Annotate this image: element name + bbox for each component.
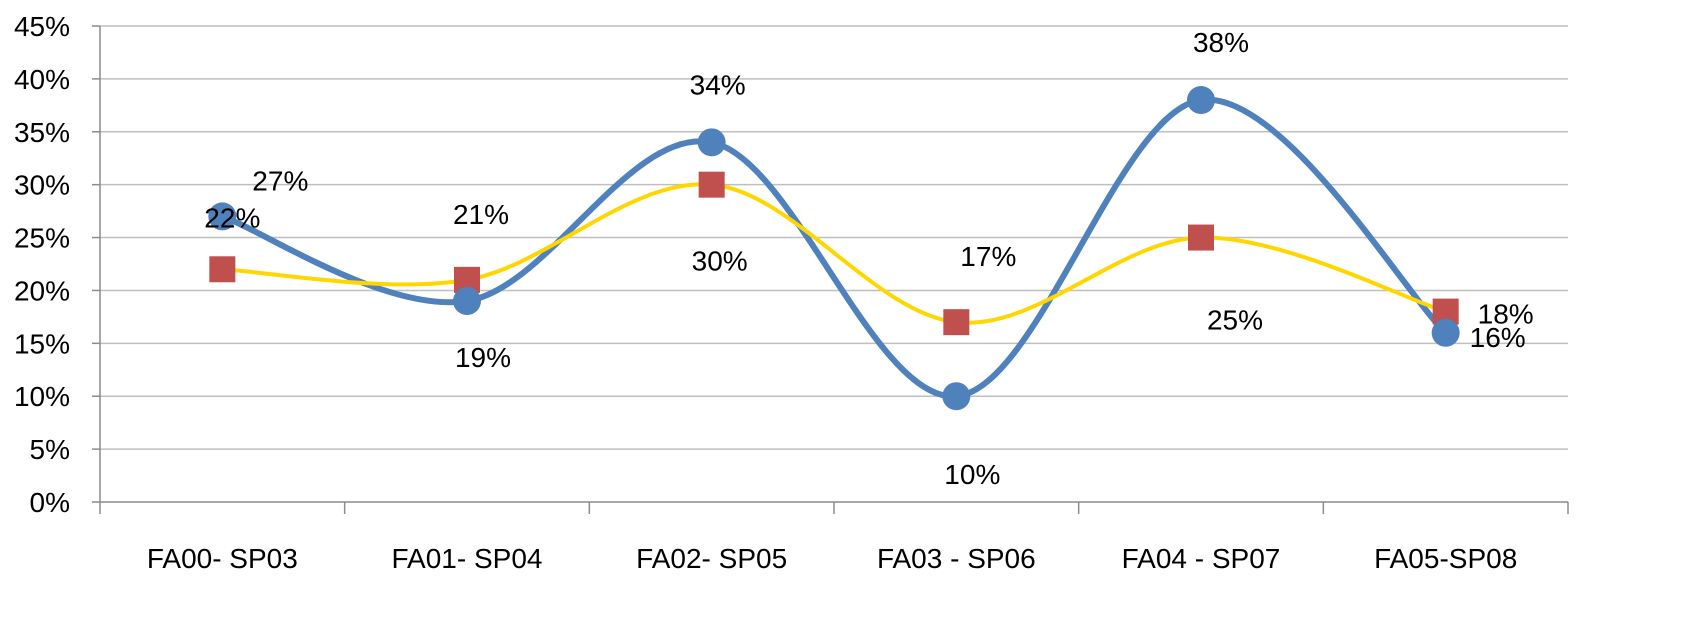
- y-tick-label: 20%: [14, 275, 70, 306]
- data-labels: 27% 19% 34% 10% 38% 16% 22% 21% 30% 17% 25% 18%: [204, 27, 1533, 490]
- series-2-data-label: 22%: [204, 202, 260, 233]
- axes: [92, 25, 1569, 514]
- series-2-point: [209, 256, 236, 283]
- series-2-data-label: 30%: [692, 246, 748, 277]
- x-tick-label: FA01- SP04: [392, 543, 543, 574]
- series-2-point: [1188, 224, 1214, 251]
- series-2-data-label: 25%: [1207, 305, 1263, 336]
- series-1-data-label: 27%: [252, 165, 308, 196]
- y-tick-label: 45%: [14, 11, 70, 42]
- y-tick-label: 10%: [14, 381, 70, 412]
- y-tick-label: 15%: [14, 328, 70, 359]
- y-tick-label: 0%: [30, 487, 70, 518]
- series-2-data-label: 17%: [960, 241, 1016, 272]
- y-tick-label: 5%: [30, 434, 70, 465]
- series-2-line: [220, 182, 1448, 325]
- series-1-data-label: 10%: [944, 459, 1000, 490]
- series-1-data-label: 38%: [1193, 27, 1249, 58]
- series-1-point: [942, 382, 971, 411]
- gridlines: [100, 25, 1568, 450]
- series-1-point: [1431, 318, 1460, 347]
- series-1-point: [453, 287, 481, 316]
- series-2-point: [943, 309, 970, 336]
- series-1-data-label: 16%: [1470, 322, 1526, 353]
- series-1-data-label: 34%: [690, 69, 746, 100]
- series-1-point: [697, 128, 726, 157]
- series-lines: [219, 97, 1449, 400]
- x-tick-labels: FA00- SP03 FA01- SP04 FA02- SP05 FA03 - SP0…: [147, 543, 1517, 574]
- series-1-point: [1187, 86, 1215, 115]
- series-1-point: [208, 202, 237, 231]
- y-tick-label: 25%: [14, 223, 70, 254]
- y-tick-label: 30%: [14, 170, 70, 201]
- series-1-line: [219, 97, 1449, 400]
- x-tick-label: FA04 - SP07: [1122, 543, 1281, 574]
- x-tick-label: FA00- SP03: [147, 543, 298, 574]
- x-tick-label: FA02- SP05: [636, 543, 787, 574]
- y-tick-labels: 0% 5% 10% 15% 20% 25% 30% 35% 40% 45%: [14, 11, 70, 518]
- series-markers: [208, 86, 1460, 411]
- y-tick-label: 40%: [14, 64, 70, 95]
- series-2-data-label: 21%: [453, 199, 509, 230]
- y-tick-label: 35%: [14, 117, 70, 148]
- series-2-point: [698, 171, 725, 198]
- series-2-data-label: 18%: [1478, 299, 1534, 330]
- series-1-data-label: 19%: [455, 342, 511, 373]
- x-tick-label: FA05-SP08: [1374, 543, 1517, 574]
- x-tick-label: FA03 - SP06: [877, 543, 1036, 574]
